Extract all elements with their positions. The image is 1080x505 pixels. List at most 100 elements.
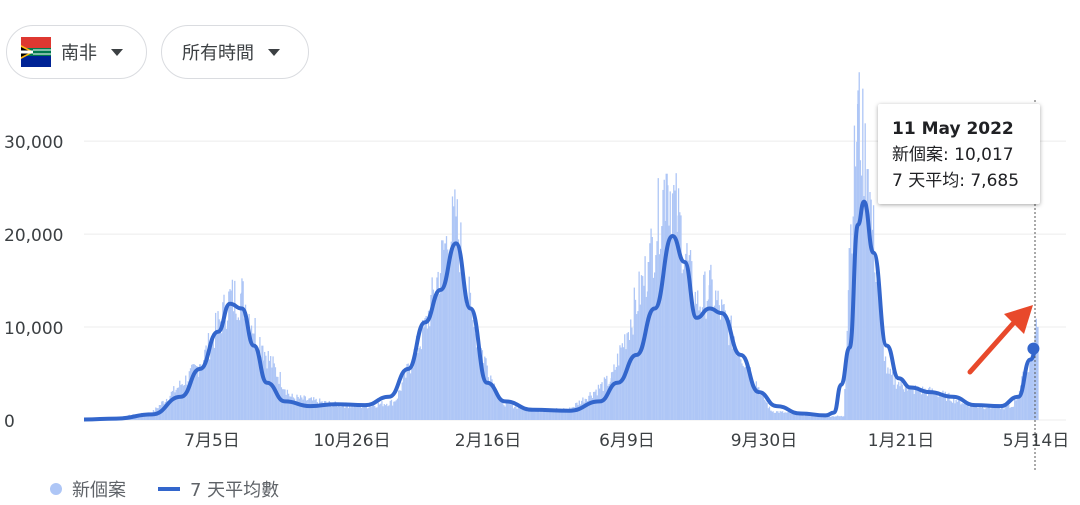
new-cases-bar [515,405,517,420]
new-cases-bar [191,364,193,420]
new-cases-bar [976,407,979,420]
new-cases-bar [974,406,977,420]
new-cases-bar [687,260,689,420]
new-cases-bar [981,405,984,420]
new-cases-bar [706,300,708,420]
new-cases-bar [469,292,472,420]
new-cases-bar [639,304,641,420]
new-cases-bar [841,416,844,420]
time-range-filter-chip[interactable]: 所有時間 [161,25,309,79]
new-cases-bar [764,399,766,420]
new-cases-bar [682,269,685,420]
new-cases-bar [731,348,734,420]
new-cases-bar [209,359,211,420]
new-cases-bar [955,399,957,420]
new-cases-bar [204,349,206,420]
new-cases-bar [520,408,522,420]
new-cases-bar [817,415,820,420]
new-cases-bar [230,290,232,420]
new-cases-bar [595,389,597,420]
new-cases-bar [509,402,511,420]
new-cases-bar [765,401,767,420]
new-cases-bar [834,416,836,420]
new-cases-bar [668,225,670,420]
new-cases-bar [170,391,173,420]
new-cases-bar [271,367,273,420]
new-cases-bar [384,405,387,420]
new-cases-bar [560,409,563,420]
new-cases-bar [508,401,510,420]
new-cases-bar [959,398,961,420]
new-cases-bar [987,404,990,420]
new-cases-bar [450,241,452,420]
new-cases-bar [615,366,618,420]
region-filter-chip[interactable]: 南非 [6,25,147,79]
new-cases-bar [840,415,842,420]
new-cases-bar [893,384,895,420]
new-cases-bar [643,285,645,420]
new-cases-bar [173,386,175,420]
new-cases-bar [919,389,921,420]
new-cases-bar [175,389,177,420]
new-cases-bar [581,400,583,420]
new-cases-bar [429,326,431,420]
new-cases-bar [688,255,691,420]
new-cases-bar [309,398,311,420]
new-cases-bar [815,415,817,420]
new-cases-bar [972,407,974,420]
new-cases-bar [187,381,189,420]
new-cases-bar [167,401,169,420]
new-cases-bar [415,335,418,420]
new-cases-bar [533,411,535,420]
new-cases-bar [845,361,847,420]
new-cases-bar [743,367,746,420]
new-cases-bar [772,411,774,420]
new-cases-bar [354,406,357,420]
new-cases-bar [289,396,293,420]
new-cases-bar [289,396,291,420]
new-cases-bar [661,226,663,420]
new-cases-bar [363,406,365,420]
new-cases-bar [543,411,546,420]
new-cases-bar [296,394,298,420]
new-cases-bar [250,325,253,420]
new-cases-bar [1008,404,1010,420]
new-cases-bar [517,406,519,420]
new-cases-bar [353,404,356,420]
new-cases-bar [498,399,500,420]
new-cases-bar [371,405,373,420]
new-cases-bar [317,404,320,420]
new-cases-bar [777,411,779,420]
new-cases-bar [864,123,866,421]
new-cases-bar [374,405,376,420]
new-cases-bar [820,415,822,420]
new-cases-bar [947,393,949,420]
new-cases-bar [352,407,354,420]
new-cases-bar [651,237,653,420]
x-tick-label: 2月16日 [455,431,521,451]
new-cases-bar [734,342,736,420]
new-cases-bar [917,386,919,420]
new-cases-bar [911,386,913,420]
new-cases-bar [742,365,744,420]
new-cases-bar [844,389,846,420]
new-cases-bar [443,249,445,420]
new-cases-bar [863,196,865,420]
new-cases-bar [478,348,480,420]
new-cases-bar [499,401,502,420]
new-cases-bar [715,290,717,420]
new-cases-bar [938,394,941,420]
new-cases-bar [728,345,730,420]
new-cases-bar [265,355,267,420]
new-cases-bar [1011,406,1014,420]
new-cases-bar [649,243,651,420]
new-cases-bar [868,223,870,420]
new-cases-bar [359,404,362,420]
new-cases-bar [596,395,598,420]
new-cases-bar [307,400,309,420]
new-cases-bar [460,222,462,420]
new-cases-bar [1004,405,1006,420]
new-cases-bar [647,262,650,420]
new-cases-bar [492,389,494,420]
new-cases-bars [100,72,1039,421]
